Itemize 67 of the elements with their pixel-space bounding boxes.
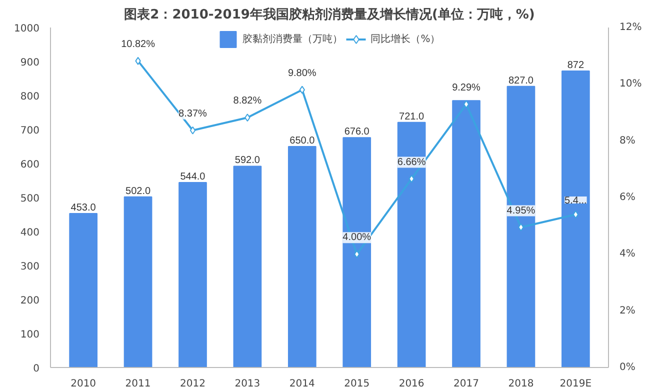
x-tick-label: 2017	[454, 378, 479, 390]
bar	[506, 86, 536, 368]
x-tick-label: 2010	[70, 378, 96, 390]
y-tick-label: 400	[20, 228, 40, 238]
y-tick-label: 500	[20, 194, 40, 204]
y-tick-label: 700	[20, 126, 40, 136]
data-label: 9.80%	[288, 68, 316, 79]
data-label: 9.29%	[452, 82, 481, 94]
point	[518, 223, 524, 232]
data-label: 676.0	[344, 126, 370, 138]
y2-tick-label: 2%	[620, 305, 636, 316]
x-tick-label: 2016	[398, 378, 424, 390]
y-tick-label: 0	[33, 364, 40, 374]
bar	[233, 166, 262, 368]
point	[354, 250, 360, 258]
y-tick-label: 1000	[14, 24, 40, 34]
point	[408, 174, 414, 183]
legend-label: 胶黏剂消费量（万吨）	[242, 32, 343, 46]
y-tick-label: 300	[20, 262, 40, 272]
x-tick-label: 2015	[344, 378, 370, 390]
y-tick-label: 100	[20, 330, 40, 340]
point	[572, 210, 579, 218]
point	[299, 86, 305, 94]
data-label: 544.0	[180, 172, 206, 183]
bar	[124, 196, 152, 368]
y2-tick-label: 4%	[620, 248, 636, 260]
data-label: 8.82%	[233, 96, 262, 107]
point	[135, 56, 141, 65]
data-label: 453.0	[70, 202, 96, 214]
y2-tick-label: 0%	[620, 362, 636, 373]
bar	[178, 182, 207, 368]
data-label: 502.0	[126, 186, 151, 197]
x-tick-label: 2019E	[560, 378, 592, 390]
data-label: 827.0	[508, 75, 534, 86]
bar	[342, 137, 372, 368]
point	[244, 114, 250, 122]
bar	[452, 100, 480, 368]
y-tick-label: 800	[20, 92, 40, 102]
x-tick-label: 2011	[125, 378, 151, 390]
data-label: 721.0	[399, 111, 425, 122]
chart-title: 图表2：2010-2019年我国胶粘剂消费量及增长情况(单位：万吨，%)	[124, 6, 535, 22]
bar	[69, 212, 98, 368]
data-label: 4.00%	[342, 232, 372, 244]
y2-tick-label: 8%	[620, 135, 636, 146]
data-label: 650.0	[290, 136, 316, 146]
data-label: 8.37%	[178, 108, 208, 120]
y2-tick-label: 10%	[620, 78, 642, 90]
y-tick-label: 200	[20, 296, 40, 306]
bar	[562, 70, 590, 368]
x-tick-label: 2018	[508, 378, 534, 390]
y-tick-label: 900	[20, 58, 40, 68]
data-label: 592.0	[234, 155, 260, 166]
y2-tick-label: 6%	[620, 192, 636, 203]
bar	[288, 146, 316, 368]
legend-label: 同比增长（%）	[370, 32, 440, 46]
bar	[397, 122, 426, 368]
data-label: 10.82%	[121, 38, 156, 50]
point	[463, 100, 470, 108]
y2-tick-label: 12%	[620, 22, 642, 33]
data-label: 6.66%	[397, 156, 426, 168]
x-tick-label: 2012	[180, 378, 206, 390]
point	[190, 126, 196, 134]
x-tick-label: 2013	[234, 378, 260, 390]
data-label: 872	[567, 60, 584, 72]
y-tick-label: 600	[20, 160, 40, 170]
data-label: 4.95%	[506, 205, 536, 216]
x-tick-label: 2014	[289, 378, 315, 390]
